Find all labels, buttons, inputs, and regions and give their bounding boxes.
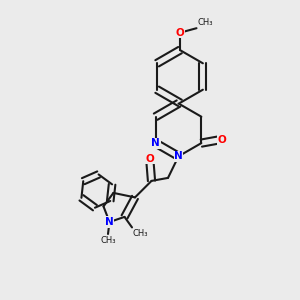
Text: CH₃: CH₃ (198, 18, 214, 27)
Text: N: N (105, 217, 114, 227)
Text: O: O (176, 28, 184, 38)
Text: O: O (146, 154, 154, 164)
Text: N: N (151, 138, 160, 148)
Text: CH₃: CH₃ (100, 236, 116, 245)
Text: N: N (174, 151, 183, 161)
Text: CH₃: CH₃ (133, 229, 148, 238)
Text: O: O (217, 135, 226, 145)
